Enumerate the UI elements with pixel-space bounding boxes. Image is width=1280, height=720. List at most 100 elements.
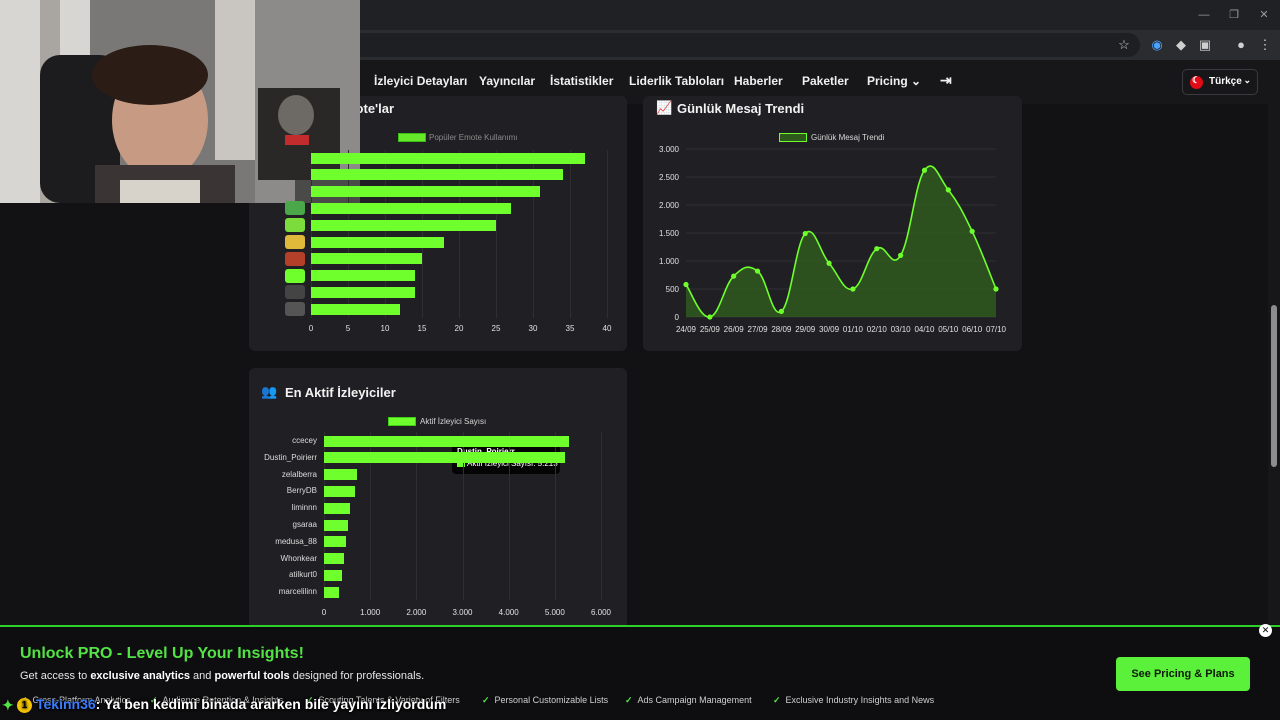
page-scrollbar-thumb[interactable]: [1271, 305, 1277, 467]
viewer-name-label[interactable]: Dustin_Poirierr: [264, 452, 317, 462]
close-window-icon[interactable]: ✕: [1259, 9, 1269, 21]
see-pricing-button[interactable]: See Pricing & Plans: [1116, 657, 1250, 691]
viewer-bar[interactable]: [324, 519, 349, 531]
viewers-gridline: [508, 432, 510, 600]
chat-username: Tekinn36: [36, 696, 96, 712]
streamer-webcam: [0, 0, 360, 203]
extensions-puzzle-icon[interactable]: ▣: [1198, 37, 1212, 52]
nav-viewer-details[interactable]: İzleyici Detayları: [374, 74, 468, 88]
emote-gridline: [496, 150, 497, 318]
trend-point: [707, 314, 713, 320]
viewers-x-tick: 6.000: [590, 608, 612, 617]
emote-bar: [311, 286, 415, 298]
trend-x-tick: 26/09: [724, 325, 745, 334]
trend-x-tick: 02/10: [867, 325, 888, 334]
emote-bar: [311, 152, 585, 164]
nav-leaderboards[interactable]: Liderlik Tabloları: [629, 74, 725, 88]
viewers-legend-swatch[interactable]: [388, 417, 416, 426]
language-selector[interactable]: Türkçe ⌄: [1182, 69, 1258, 95]
trend-x-tick: 29/09: [795, 325, 816, 334]
trend-y-tick: 1.000: [659, 257, 680, 266]
trend-y-tick: 500: [666, 285, 680, 294]
viewers-gridline: [554, 432, 556, 600]
nav-pricing[interactable]: Pricing ⌄: [867, 74, 921, 88]
viewers-x-tick: 4.000: [498, 608, 519, 617]
nav-news[interactable]: Haberler: [734, 74, 783, 88]
viewer-name-label[interactable]: marcelilinn: [278, 587, 317, 597]
emote-bar: [311, 186, 541, 198]
viewer-name-label[interactable]: Whonkear: [280, 553, 317, 563]
extension-diamond-icon[interactable]: ◆: [1176, 37, 1186, 52]
emote-thumbnail-icon: [285, 235, 305, 249]
restore-icon[interactable]: ❐: [1229, 9, 1239, 21]
viewers-x-tick: 3.000: [452, 608, 473, 617]
nav-packages[interactable]: Paketler: [802, 74, 849, 88]
profile-avatar-icon[interactable]: ●: [1237, 37, 1245, 52]
trend-point: [945, 187, 951, 193]
webcam-image: [0, 0, 360, 203]
viewer-bar[interactable]: [324, 469, 358, 481]
viewer-bar[interactable]: [324, 569, 342, 581]
emote-gridline: [422, 150, 423, 318]
viewer-name-label[interactable]: ccecey: [292, 436, 317, 445]
emote-gridline: [570, 150, 571, 318]
viewers-card: [249, 368, 627, 630]
emote-bar: [311, 253, 422, 265]
viewer-bar[interactable]: [324, 536, 346, 548]
viewer-bar[interactable]: [324, 502, 350, 514]
trend-legend-label[interactable]: Günlük Mesaj Trendi: [811, 133, 885, 142]
address-bar[interactable]: [330, 33, 1140, 57]
trend-y-tick: 0: [675, 313, 680, 322]
users-icon: 👥: [261, 384, 278, 399]
trend-legend-swatch[interactable]: [779, 133, 807, 142]
promo-sub-1: Get access to: [20, 670, 91, 682]
viewers-gridline: [370, 432, 372, 600]
minimize-icon[interactable]: —: [1198, 9, 1210, 21]
viewer-bar[interactable]: [324, 485, 356, 497]
tooltip-title: Dustin_Poirierr: [457, 447, 555, 456]
viewer-name-label[interactable]: gsaraa: [292, 520, 317, 529]
viewer-bar[interactable]: [324, 553, 345, 565]
bookmark-star-icon[interactable]: ☆: [1118, 37, 1130, 52]
trend-x-tick: 03/10: [891, 325, 912, 334]
emote-thumbnail-icon: [285, 268, 305, 283]
check-icon: ✓: [773, 695, 781, 705]
trend-x-tick: 07/10: [986, 325, 1007, 334]
browser-menu-icon[interactable]: ⋮: [1258, 37, 1272, 52]
emote-x-tick: 0: [308, 324, 314, 333]
close-banner-icon[interactable]: ✕: [1259, 624, 1272, 637]
promo-sub-2: exclusive analytics: [90, 670, 190, 682]
emote-gridline: [348, 150, 349, 318]
viewers-x-tick: 2.000: [406, 608, 427, 617]
extension-audio-icon[interactable]: ◉: [1151, 37, 1163, 52]
emote-bar: [311, 303, 400, 315]
viewers-x-tick: 1.000: [360, 608, 381, 617]
nav-streamers[interactable]: Yayıncılar: [479, 74, 536, 88]
viewers-gridline: [462, 432, 464, 600]
viewer-name-label[interactable]: medusa_88: [275, 536, 317, 546]
viewer-bar[interactable]: [324, 586, 340, 598]
nav-statistics[interactable]: İstatistikler: [550, 74, 614, 88]
emote-x-tick: 20: [454, 324, 464, 333]
emote-bar: [311, 169, 563, 181]
viewer-name-label[interactable]: zelalberra: [281, 469, 317, 479]
emote-legend-swatch[interactable]: [398, 133, 426, 142]
trend-y-tick: 1.500: [659, 229, 680, 238]
trend-x-tick: 30/09: [819, 325, 840, 334]
emote-legend-label[interactable]: Popüler Emote Kullanımı: [429, 133, 518, 142]
viewers-x-tick: 0: [321, 608, 327, 617]
promo-sub-4: powerful tools: [214, 670, 290, 682]
viewer-bar[interactable]: [324, 435, 569, 447]
trend-y-tick: 2.500: [659, 173, 680, 182]
feature-item: ✓ Personal Customizable Lists: [482, 695, 608, 706]
emote-thumbnail-icon: [285, 285, 305, 300]
viewer-name-label[interactable]: liminnn: [291, 503, 317, 513]
viewer-bar[interactable]: [324, 452, 565, 464]
viewers-legend-label[interactable]: Aktif İzleyici Sayısı: [420, 417, 487, 426]
emote-x-tick: 5: [345, 324, 351, 333]
viewers-x-tick: 5.000: [544, 608, 565, 617]
viewer-name-label[interactable]: BerryDB: [286, 486, 317, 496]
viewer-name-label[interactable]: atilkurt0: [288, 570, 317, 580]
login-icon[interactable]: ⇥: [940, 72, 952, 88]
